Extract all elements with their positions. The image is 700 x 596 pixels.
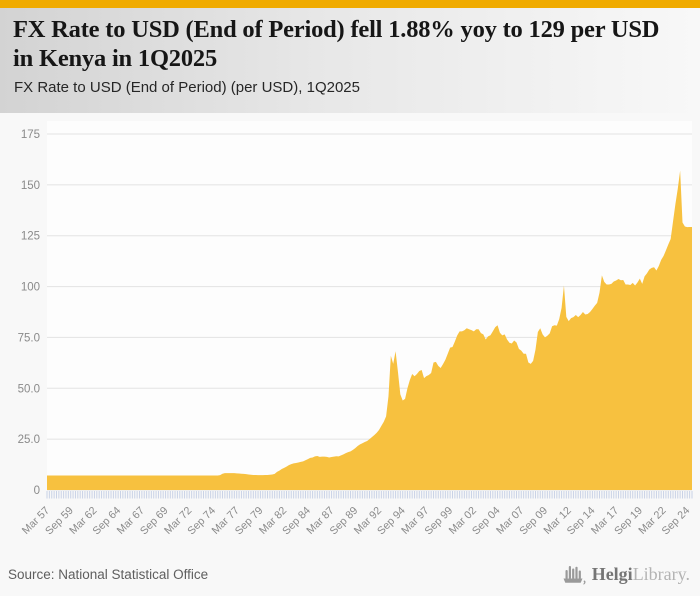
chart-title: FX Rate to USD (End of Period) fell 1.88…	[13, 16, 660, 72]
accent-top-bar	[0, 0, 700, 8]
y-axis-tick-label: 50.0	[18, 383, 40, 395]
chart-area: 0 25.0 50.0 75.0 100 125 150 175 Mar 57 Sep 59 Mar…	[0, 113, 700, 558]
y-axis-tick-label: 175	[21, 129, 40, 141]
chart-footer: Source: National Statistical Office Helg…	[0, 558, 700, 596]
brand-helgi: Helgi	[591, 563, 633, 584]
y-axis-tick-label: 75.0	[18, 332, 40, 344]
brand-library: Library.	[632, 563, 690, 584]
y-axis-tick-label: 25.0	[18, 434, 40, 446]
helgi-library-logo: HelgiLibrary.	[562, 563, 690, 585]
y-axis-tick-label: 100	[21, 282, 40, 294]
y-axis-tick-label: 0	[34, 485, 40, 497]
chart-subtitle: FX Rate to USD (End of Period) (per USD)…	[14, 78, 360, 96]
y-axis-tick-label: 150	[21, 180, 40, 192]
source-note: Source: National Statistical Office	[8, 566, 209, 582]
chart-header: FX Rate to USD (End of Period) fell 1.88…	[0, 8, 700, 113]
area-series	[47, 170, 692, 490]
helgi-bars-icon	[563, 566, 586, 585]
y-axis-tick-label: 125	[21, 231, 40, 243]
